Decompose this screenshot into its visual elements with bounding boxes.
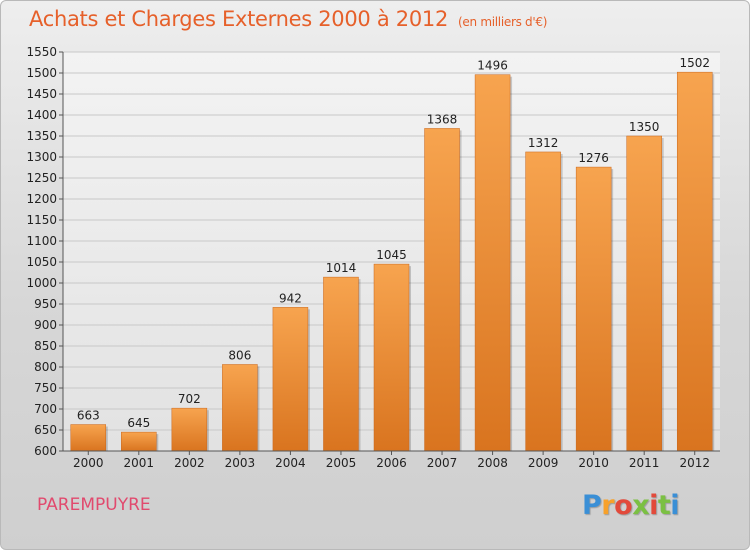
value-label-2006: 1045 bbox=[376, 248, 407, 262]
y-tick-label: 900 bbox=[34, 318, 57, 332]
x-tick-label-2008: 2008 bbox=[477, 456, 508, 470]
y-tick-label: 1050 bbox=[26, 255, 57, 269]
bar-2008 bbox=[474, 74, 511, 452]
x-tick-label-2000: 2000 bbox=[73, 456, 104, 470]
y-tick-label: 1500 bbox=[26, 66, 57, 80]
y-tick-label: 1000 bbox=[26, 276, 57, 290]
bar-2000 bbox=[70, 424, 107, 452]
y-tick-label: 750 bbox=[34, 381, 57, 395]
chart-title: Achats et Charges Externes 2000 à 2012 (e… bbox=[29, 7, 547, 31]
bar-2005 bbox=[323, 276, 359, 452]
logo-letter: t bbox=[657, 490, 671, 521]
bar-2009 bbox=[525, 151, 561, 452]
value-label-2004: 942 bbox=[279, 291, 302, 305]
x-tick-label-2001: 2001 bbox=[124, 456, 155, 470]
y-tick-label: 1300 bbox=[26, 150, 57, 164]
bar-2006 bbox=[373, 263, 410, 452]
y-tick-label: 600 bbox=[34, 444, 57, 458]
value-label-2009: 1312 bbox=[528, 136, 559, 150]
y-tick-label: 1450 bbox=[26, 87, 57, 101]
value-label-2002: 702 bbox=[178, 392, 201, 406]
value-label-2011: 1350 bbox=[629, 120, 660, 134]
x-tick-label-2002: 2002 bbox=[174, 456, 205, 470]
x-tick-label-2012: 2012 bbox=[679, 456, 710, 470]
bar-2004 bbox=[272, 307, 309, 452]
logo-letter: i bbox=[670, 490, 680, 521]
bar-2002 bbox=[171, 407, 208, 452]
chart-title-text: Achats et Charges Externes 2000 à 2012 bbox=[29, 7, 449, 31]
logo-letter: i bbox=[649, 490, 658, 521]
value-label-2007: 1368 bbox=[427, 112, 458, 126]
logo-letter: o bbox=[614, 490, 633, 521]
y-tick-label: 950 bbox=[34, 297, 57, 311]
value-label-2012: 1502 bbox=[679, 56, 710, 70]
bar-2012 bbox=[676, 71, 713, 452]
y-tick-label: 1400 bbox=[26, 108, 57, 122]
x-tick-label-2006: 2006 bbox=[376, 456, 407, 470]
y-tick-label: 650 bbox=[34, 423, 57, 437]
value-label-2010: 1276 bbox=[578, 151, 609, 165]
value-label-2001: 645 bbox=[127, 416, 150, 430]
y-tick-label: 1350 bbox=[26, 129, 57, 143]
y-tick-label: 700 bbox=[34, 402, 57, 416]
value-label-2000: 663 bbox=[77, 409, 100, 423]
logo-letter: r bbox=[601, 490, 615, 521]
y-tick-label: 1200 bbox=[26, 192, 57, 206]
location-name: PAREMPUYRE bbox=[37, 495, 151, 515]
x-tick-label-2005: 2005 bbox=[326, 456, 357, 470]
value-label-2008: 1496 bbox=[477, 59, 508, 73]
y-tick-label: 800 bbox=[34, 360, 57, 374]
y-tick-label: 1100 bbox=[26, 234, 57, 248]
chart-unit: (en milliers d'€) bbox=[458, 15, 548, 29]
y-tick-label: 850 bbox=[34, 339, 57, 353]
y-tick-label: 1550 bbox=[26, 45, 57, 59]
logo-letter: P bbox=[582, 490, 602, 521]
value-label-2005: 1014 bbox=[326, 261, 357, 275]
x-tick-label-2007: 2007 bbox=[427, 456, 458, 470]
proxiti-logo: Proxiti bbox=[582, 490, 680, 521]
y-tick-label: 1150 bbox=[26, 213, 57, 227]
x-tick-label-2009: 2009 bbox=[528, 456, 559, 470]
x-tick-label-2003: 2003 bbox=[225, 456, 256, 470]
value-label-2003: 806 bbox=[228, 348, 251, 362]
bar-2001 bbox=[121, 431, 157, 452]
bar-2003 bbox=[222, 364, 258, 452]
x-tick-label-2011: 2011 bbox=[629, 456, 660, 470]
bar-2010 bbox=[575, 166, 612, 452]
y-tick-label: 1250 bbox=[26, 171, 57, 185]
x-tick-label-2004: 2004 bbox=[275, 456, 306, 470]
bar-2011 bbox=[626, 135, 662, 452]
x-tick-label-2010: 2010 bbox=[578, 456, 609, 470]
bar-2007 bbox=[424, 128, 460, 452]
logo-letter: x bbox=[632, 490, 650, 521]
